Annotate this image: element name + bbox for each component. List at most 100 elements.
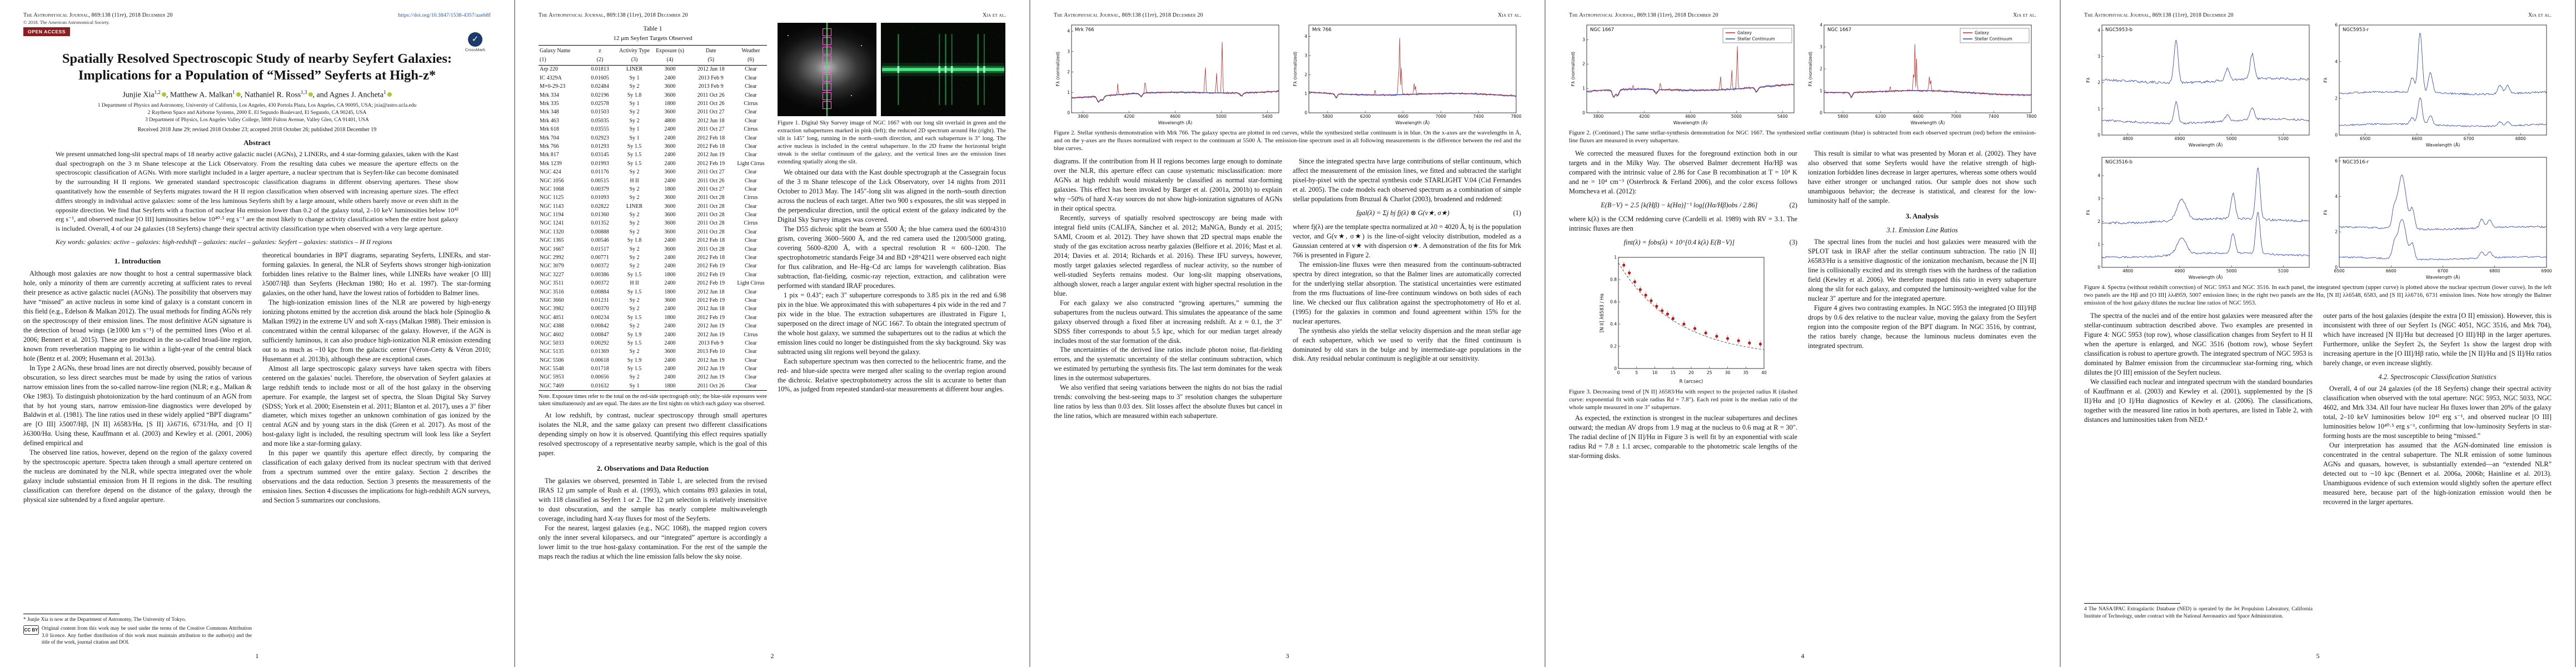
table-cell: Sy 1.5: [627, 271, 642, 278]
svg-text:6600: 6600: [2411, 136, 2422, 141]
page-3: The Astrophysical Journal, 869:138 (11pp…: [1030, 0, 1544, 667]
svg-text:Fλ (normalized): Fλ (normalized): [1055, 52, 1060, 87]
table-cell: 0.01369: [591, 349, 609, 355]
table-row: Mrk 704 0.02923 Sy 1 2400 2012 Feb 18 Cl…: [539, 134, 767, 142]
figure4-panel-ngc3516b: 4800 4900 5000 5100 0 1 2 3 4 Wavelength (Å) Fλ NGC…: [2084, 153, 2314, 281]
svg-text:6600: 6600: [1913, 114, 1924, 119]
table-cell: 2012 Feb 19: [697, 280, 725, 287]
table-cell: 2012 Jun 18: [697, 117, 725, 124]
svg-text:6800: 6800: [2489, 268, 2500, 273]
svg-text:4900: 4900: [2174, 268, 2185, 273]
table-cell: 0.00386: [591, 271, 609, 278]
star-dot: [861, 45, 862, 46]
col-header: Exposure (s): [656, 48, 684, 54]
table-cell: 3600: [664, 203, 676, 210]
paragraph: We also verified that seeing variations …: [1054, 384, 1282, 420]
column-spacer: [23, 505, 252, 609]
table-cell: 0.00618: [591, 357, 609, 364]
table-cell: 2011 Oct 27: [697, 126, 725, 133]
author-name: Junjie Xia: [122, 91, 155, 99]
orcid-icon[interactable]: [161, 92, 166, 97]
svg-text:6900: 6900: [2541, 268, 2552, 273]
journal-line: The Astrophysical Journal, 869:138 (11pp…: [2084, 12, 2234, 18]
table-cell: Clear: [745, 177, 757, 184]
table-cell: 0.03555: [591, 126, 609, 133]
table-cell: 2012 Feb 19: [697, 297, 725, 303]
svg-text:40: 40: [1761, 370, 1767, 375]
table-cell: Sy 1: [629, 74, 640, 81]
table-cell: 2400: [664, 263, 676, 270]
figure2c-panel-blue: 3800 4200 4600 5000 5400 0 1 2 3 Wavelength (Å) Fλ…: [1569, 21, 1799, 126]
table-cell: 2013 Feb 9: [698, 74, 724, 81]
table-cell: Sy 2: [629, 246, 640, 252]
figure2c-caption: Figure 2. (Continued.) The same stellar-…: [1569, 130, 2036, 145]
table-cell: Sy 1.8: [627, 92, 642, 98]
figure-1: [778, 23, 1006, 116]
table-cell: Clear: [745, 186, 757, 192]
col-number: (6): [734, 55, 767, 66]
orcid-icon[interactable]: [308, 92, 313, 97]
table-cell: Sy 1: [629, 135, 640, 141]
star-dot: [788, 35, 789, 36]
table-cell: Sy 1: [629, 382, 640, 389]
page-2: The Astrophysical Journal, 869:138 (11pp…: [515, 0, 1029, 667]
table-row: Mrk 618 0.03555 Sy 1 2400 2011 Oct 27 Ci…: [539, 125, 767, 133]
table-cell: 0.00656: [591, 374, 609, 381]
table-cell: Sy 2: [629, 263, 640, 270]
svg-text:2: 2: [2097, 219, 2100, 224]
table-cell: Mrk 348: [540, 109, 559, 116]
table-cell: 2012 Feb 18: [697, 237, 725, 244]
column-right: Figure 1. Digital Sky Survey image of NG…: [778, 23, 1006, 561]
table-cell: Mrk 766: [540, 143, 559, 150]
orcid-icon[interactable]: [236, 92, 241, 97]
table-cell: 0.02196: [591, 92, 609, 98]
svg-text:4200: 4200: [1639, 114, 1650, 119]
table-cell: Sy 1.8: [627, 237, 642, 244]
doi-link[interactable]: https://doi.org/10.3847/1538-4357/aaeb8f: [398, 13, 491, 18]
orcid-icon[interactable]: [387, 92, 392, 97]
svg-text:4: 4: [1067, 29, 1070, 34]
page-5: The Astrophysical Journal, 869:138 (11pp…: [2061, 0, 2575, 667]
table-cell: Clear: [745, 263, 757, 270]
crossmark-badge[interactable]: ✓ CrossMark: [465, 32, 485, 52]
svg-text:Stellar Continuum: Stellar Continuum: [1737, 37, 1775, 42]
table-cell: 2012 Jun 18: [697, 288, 725, 295]
table-cell: 2012 Feb 19: [697, 263, 725, 270]
svg-text:15: 15: [1670, 370, 1676, 375]
svg-text:6200: 6200: [1360, 114, 1371, 119]
table-cell: 0.01360: [591, 212, 609, 218]
table-cell: Sy 1.9: [627, 331, 642, 338]
svg-text:Wavelength (Å): Wavelength (Å): [1396, 120, 1430, 126]
svg-text:4: 4: [1820, 23, 1822, 28]
table-cell: NGC 7469: [540, 382, 564, 389]
running-author: Xia et al.: [1498, 12, 1521, 18]
table-cell: 0.02578: [591, 100, 609, 107]
table-cell: Sy 2: [629, 169, 640, 176]
table-cell: Sy 1.5: [627, 288, 642, 295]
figure2-panel-blue: 3800 4200 4600 5000 5400 0 1 2 3 4 Wavelength (Å) F…: [1054, 21, 1284, 126]
table-row: NGC 1068 0.00379 Sy 2 1800 2011 Oct 27 C…: [539, 185, 767, 193]
svg-text:5000: 5000: [2226, 136, 2237, 141]
svg-text:0: 0: [1614, 366, 1617, 371]
table-row: NGC 1667 0.01517 Sy 2 3600 2011 Oct 28 C…: [539, 245, 767, 253]
table-cell: NGC 1667: [540, 246, 564, 252]
table-cell: Sy 2: [629, 306, 640, 312]
svg-text:0: 0: [1820, 111, 1822, 116]
table-cell: Clear: [745, 92, 757, 98]
figure4-caption: Figure 4. Spectra (without redshift corr…: [2084, 284, 2552, 307]
section-heading: 3. Analysis: [1905, 211, 1939, 220]
table-cell: Sy 2: [629, 323, 640, 330]
table-row: Mrk 335 0.02578 Sy 1 1800 2011 Oct 26 Ci…: [539, 99, 767, 108]
table-cell: Sy 2: [629, 228, 640, 235]
paragraph: outer parts of the host galaxies (despit…: [2323, 312, 2552, 367]
table-cell: Clear: [745, 340, 757, 346]
table-cell: 2011 Oct 28: [697, 203, 725, 210]
paragraph: Overall, 4 of our 24 galaxies (of the 18…: [2323, 385, 2552, 440]
table-cell: Sy 1.5: [627, 366, 642, 372]
table-cell: 0.00292: [591, 340, 609, 346]
table-cell: 0.01231: [591, 297, 609, 303]
table-row: NGC 5548 0.01718 Sy 1.5 2400 2012 Jun 19…: [539, 365, 767, 373]
table-cell: 0.00842: [591, 323, 609, 330]
table-row: NGC 4051 0.00234 Sy 1.5 1800 2012 Feb 19…: [539, 313, 767, 322]
paragraph: diagrams. If the contribution from H II …: [1054, 157, 1282, 212]
